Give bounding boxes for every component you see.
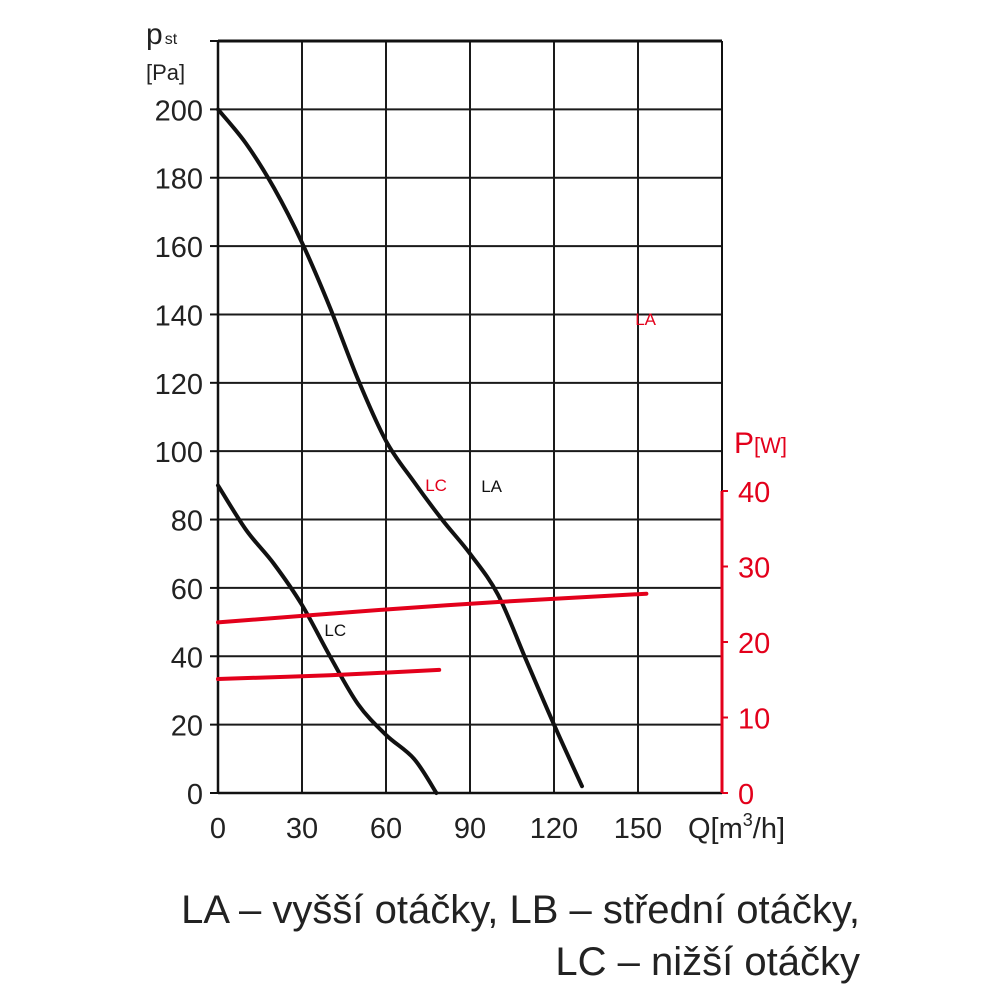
axes — [210, 39, 728, 795]
y-tick-label: 120 — [155, 369, 203, 401]
series-annotation: LA — [481, 477, 502, 496]
x-tick-label: 60 — [370, 813, 402, 845]
caption-line-2: LC – nižší otáčky — [555, 940, 860, 984]
x-tick-label: 30 — [286, 813, 318, 845]
series-annotation: LA — [635, 310, 656, 329]
x-tick-label: 90 — [454, 813, 486, 845]
y-tick-label: 60 — [171, 574, 203, 606]
y-tick-label: 180 — [155, 164, 203, 196]
y-tick-label: 40 — [171, 642, 203, 674]
annotations: LA LC LA LC — [324, 310, 656, 640]
series-layer — [216, 107, 649, 795]
fan-performance-chart: 0 30 60 90 120 150 Q[m3/h]02040608010012014016… — [146, 18, 787, 845]
y-tick-label: 140 — [155, 300, 203, 332]
y-tick-label: 200 — [155, 95, 203, 127]
series-annotation: LC — [425, 476, 447, 495]
y-tick-label: 160 — [155, 232, 203, 264]
y-tick-label: 100 — [155, 437, 203, 469]
pressure-lc-line — [216, 483, 439, 795]
power-lc-line — [216, 667, 442, 681]
y-right-tick-label: 30 — [738, 553, 770, 585]
x-tick-label: 120 — [530, 813, 578, 845]
x-tick-label: 0 — [210, 813, 226, 845]
y-axis-right-label: P[W] — [734, 427, 787, 460]
y-right-tick-label: 0 — [738, 779, 754, 811]
y-tick-label: 80 — [171, 506, 203, 538]
pressure-la-line — [216, 107, 584, 789]
caption-line-1: LA – vyšší otáčky, LB – střední otáčky, — [181, 888, 860, 932]
y-right-tick-label: 20 — [738, 628, 770, 660]
y-axis-left-label: p st — [146, 18, 178, 51]
series-annotation: LC — [324, 621, 346, 640]
y-tick-label: 20 — [171, 711, 203, 743]
y-right-tick-label: 40 — [738, 477, 770, 509]
y-right-tick-label: 10 — [738, 704, 770, 736]
tick-labels: 0 30 60 90 120 150 Q[m3/h]02040608010012014016… — [146, 18, 787, 845]
x-tick-label: 150 — [614, 813, 662, 845]
power-la-line — [216, 591, 649, 625]
y-axis-left-unit: [Pa] — [146, 60, 185, 85]
x-axis-label: Q[m3/h] — [688, 810, 785, 845]
grid — [218, 41, 722, 793]
y-tick-label: 0 — [187, 779, 203, 811]
